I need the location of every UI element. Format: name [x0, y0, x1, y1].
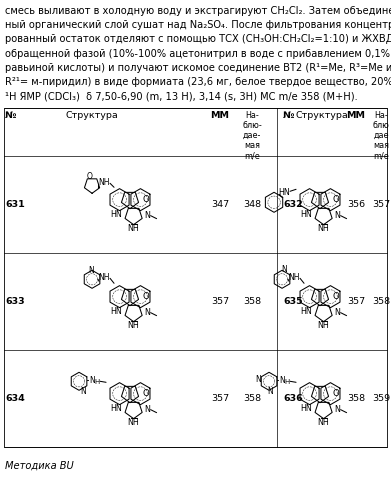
- Text: N: N: [80, 387, 86, 396]
- Text: 358: 358: [372, 297, 390, 306]
- Text: H: H: [94, 380, 100, 386]
- Text: 358: 358: [243, 394, 261, 403]
- Text: 636: 636: [283, 394, 303, 403]
- Text: смесь выливают в холодную воду и экстрагируют CH₂Cl₂. Затем объединен-: смесь выливают в холодную воду и экстраг…: [5, 6, 391, 16]
- Text: Структура: Структура: [295, 111, 348, 120]
- Text: Методика BU: Методика BU: [5, 461, 74, 471]
- Text: N: N: [279, 376, 285, 385]
- Text: NH: NH: [128, 224, 140, 233]
- Text: N: N: [335, 308, 341, 317]
- Text: ¹H ЯМР (CDCl₃)  δ 7,50-6,90 (m, 13 H), 3,14 (s, 3H) МС m/e 358 (M+H).: ¹H ЯМР (CDCl₃) δ 7,50-6,90 (m, 13 H), 3,…: [5, 91, 358, 101]
- Text: HN: HN: [110, 210, 122, 219]
- Text: O: O: [143, 389, 149, 398]
- Text: NH: NH: [318, 224, 330, 233]
- Text: 631: 631: [5, 200, 25, 209]
- Text: NH: NH: [318, 418, 330, 427]
- Text: R²¹= м-пиридил) в виде формиата (23,6 мг, белое твердое вещество, 20%).: R²¹= м-пиридил) в виде формиата (23,6 мг…: [5, 77, 391, 87]
- Text: HN: HN: [300, 210, 312, 219]
- Text: NH: NH: [288, 273, 300, 282]
- Text: HN: HN: [110, 404, 122, 413]
- Text: 357: 357: [211, 297, 229, 306]
- Text: равьиной кислоты) и получают искомое соединение ВТ2 (R¹=Me, R³=Me и: равьиной кислоты) и получают искомое сое…: [5, 63, 391, 73]
- Text: 359: 359: [372, 394, 390, 403]
- Text: 357: 357: [372, 200, 390, 209]
- Text: N: N: [145, 211, 151, 220]
- Text: HN: HN: [278, 188, 290, 197]
- Text: 348: 348: [243, 200, 261, 209]
- Text: NH: NH: [98, 273, 110, 282]
- Text: HN: HN: [110, 307, 122, 316]
- Text: O: O: [87, 172, 93, 181]
- Text: На-
блю-
дае-
мая
m/e: На- блю- дае- мая m/e: [242, 111, 262, 160]
- Text: HN: HN: [300, 404, 312, 413]
- Text: N: N: [145, 405, 151, 414]
- Text: 358: 358: [347, 394, 365, 403]
- Text: N: N: [335, 405, 341, 414]
- Text: N: N: [281, 265, 287, 274]
- Text: №: №: [283, 111, 294, 120]
- Text: HN: HN: [300, 307, 312, 316]
- Text: На-
блю
дае
мая
m/e: На- блю дае мая m/e: [373, 111, 389, 160]
- Text: ММ: ММ: [210, 111, 230, 120]
- Text: 357: 357: [347, 297, 365, 306]
- Text: N: N: [145, 308, 151, 317]
- Text: 358: 358: [243, 297, 261, 306]
- Text: 633: 633: [5, 297, 25, 306]
- Text: 632: 632: [283, 200, 303, 209]
- Text: 357: 357: [211, 394, 229, 403]
- Text: H: H: [284, 380, 290, 386]
- Text: N: N: [267, 387, 273, 396]
- Text: N: N: [255, 375, 261, 384]
- Text: ММ: ММ: [346, 111, 366, 120]
- Text: N: N: [88, 266, 94, 275]
- Text: O: O: [143, 195, 149, 204]
- Text: 356: 356: [347, 200, 365, 209]
- Text: O: O: [333, 389, 339, 398]
- Text: №: №: [5, 111, 16, 120]
- Text: NH: NH: [128, 321, 140, 330]
- Text: NH: NH: [128, 418, 140, 427]
- Text: 635: 635: [283, 297, 303, 306]
- Text: NH: NH: [98, 178, 110, 187]
- Text: Структура: Структура: [65, 111, 118, 120]
- Text: ный органический слой сушат над Na₂SO₄. После фильтрования концентри-: ный органический слой сушат над Na₂SO₄. …: [5, 20, 391, 30]
- Text: NH: NH: [318, 321, 330, 330]
- Text: N: N: [89, 376, 95, 385]
- Text: O: O: [333, 195, 339, 204]
- Text: 634: 634: [5, 394, 25, 403]
- Text: O: O: [333, 292, 339, 301]
- Text: N: N: [335, 211, 341, 220]
- Text: обращенной фазой (10%-100% ацетонитрил в воде с прибавлением 0,1% му-: обращенной фазой (10%-100% ацетонитрил в…: [5, 48, 391, 58]
- Text: рованный остаток отделяют с помощью ТСХ (CH₃OH:CH₂Cl₂=1:10) и ЖХВД с: рованный остаток отделяют с помощью ТСХ …: [5, 34, 391, 44]
- Text: O: O: [143, 292, 149, 301]
- Text: 347: 347: [211, 200, 229, 209]
